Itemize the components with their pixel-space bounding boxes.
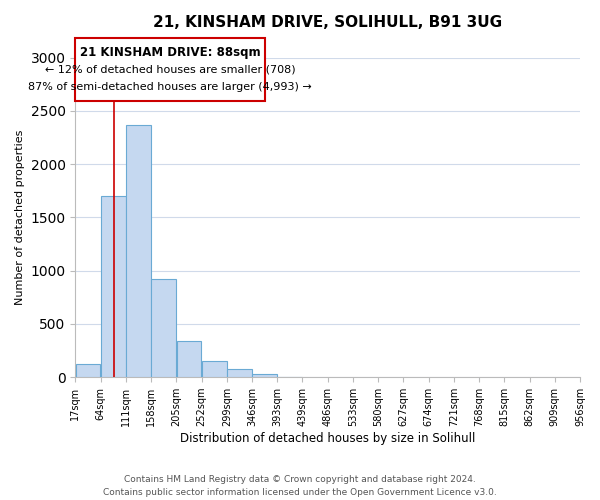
Text: Contains public sector information licensed under the Open Government Licence v3: Contains public sector information licen… [103,488,497,497]
Y-axis label: Number of detached properties: Number of detached properties [15,130,25,305]
Text: Contains HM Land Registry data © Crown copyright and database right 2024.: Contains HM Land Registry data © Crown c… [124,476,476,484]
Bar [126,124,151,377]
Bar [252,374,277,377]
Bar [202,361,227,377]
Bar [176,341,201,377]
Bar [151,279,176,377]
Text: ← 12% of detached houses are smaller (708): ← 12% of detached houses are smaller (70… [45,65,295,75]
Bar [278,376,302,377]
Title: 21, KINSHAM DRIVE, SOLIHULL, B91 3UG: 21, KINSHAM DRIVE, SOLIHULL, B91 3UG [153,15,502,30]
X-axis label: Distribution of detached houses by size in Solihull: Distribution of detached houses by size … [180,432,475,445]
FancyBboxPatch shape [76,38,265,101]
Text: 21 KINSHAM DRIVE: 88sqm: 21 KINSHAM DRIVE: 88sqm [80,46,260,59]
Text: 87% of semi-detached houses are larger (4,993) →: 87% of semi-detached houses are larger (… [28,82,312,92]
Bar [76,364,100,377]
Bar [227,369,252,377]
Bar [101,196,125,377]
